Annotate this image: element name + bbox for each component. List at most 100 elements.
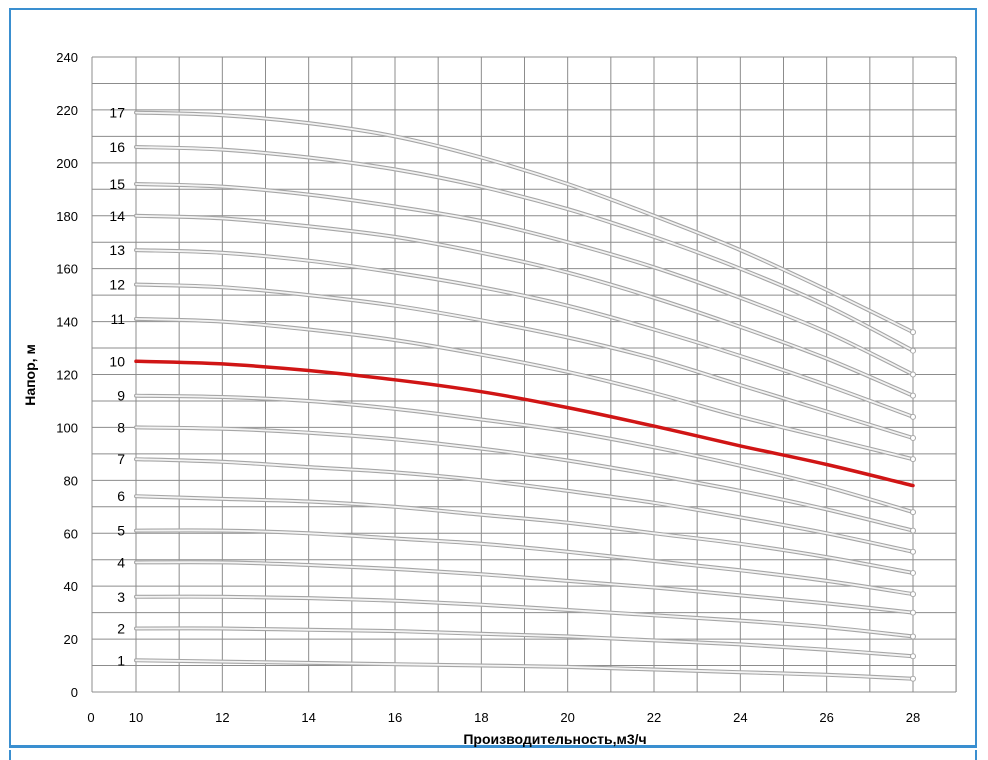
series-10	[134, 359, 915, 488]
stage-label-2: 2	[117, 621, 125, 637]
series-7	[134, 457, 916, 555]
stage-label-7: 7	[117, 451, 125, 467]
series-line-4	[135, 561, 914, 614]
series-end-point-16	[910, 347, 916, 354]
stage-label-15: 15	[109, 176, 125, 192]
bottom-strip	[9, 750, 977, 760]
series-16	[134, 145, 916, 354]
series-line-3	[135, 595, 914, 638]
grid	[91, 56, 957, 693]
stage-label-3: 3	[117, 589, 125, 605]
y-tick-label: 160	[56, 262, 78, 277]
series-end-point-12	[910, 435, 916, 441]
y-tick-label: 60	[64, 526, 78, 541]
series-end-point-1	[910, 675, 916, 682]
x-tick-label: 28	[906, 710, 920, 725]
series-11	[134, 316, 916, 463]
series-line-9	[135, 394, 914, 513]
stage-label-5: 5	[117, 523, 125, 539]
y-tick-label: 40	[64, 579, 78, 594]
series-line-14	[135, 214, 914, 397]
x-tick-label: 22	[647, 710, 661, 725]
x-axis-ticks: 10 12 14 16 18 20 22 24 26 28	[129, 710, 920, 725]
series-line-15	[135, 183, 914, 376]
series-line-16	[135, 146, 914, 352]
series-end-point-3	[910, 633, 916, 640]
series-line-10	[134, 359, 915, 488]
series-end-point-2	[910, 653, 916, 660]
series-end-point-8	[910, 527, 916, 534]
series-5	[134, 528, 916, 598]
stage-label-8: 8	[117, 419, 125, 435]
x-tick-label: 12	[215, 710, 229, 725]
y-tick-label: 20	[64, 632, 78, 647]
series-end-point-17	[910, 329, 916, 336]
x-tick-label: 16	[388, 710, 402, 725]
x-tick-label: 18	[474, 710, 488, 725]
series-line-13	[135, 249, 914, 418]
series-2	[134, 626, 916, 660]
series-line-1	[135, 659, 914, 680]
series-end-point-5	[910, 591, 916, 598]
stage-label-10: 10	[109, 353, 125, 369]
series-13	[134, 248, 916, 420]
stage-label-4: 4	[117, 554, 125, 570]
y-tick-label: 0	[71, 685, 78, 700]
series-6	[134, 494, 916, 576]
series-end-point-11	[910, 456, 916, 463]
chart-frame	[9, 8, 977, 748]
x-tick-label: 24	[733, 710, 747, 725]
series-end-point-13	[910, 413, 916, 420]
series-end-point-6	[910, 569, 916, 576]
series-line-2	[135, 627, 914, 658]
series-14	[134, 213, 916, 399]
series-end-point-7	[910, 548, 916, 555]
series-end-point-15	[910, 371, 916, 378]
series-1	[134, 658, 916, 682]
series-end-point-4	[910, 609, 916, 616]
stage-label-13: 13	[109, 242, 125, 258]
x-origin-label: 0	[87, 710, 94, 725]
x-tick-label: 20	[560, 710, 574, 725]
series-end-point-14	[910, 392, 916, 399]
y-tick-label: 200	[56, 156, 78, 171]
stage-label-9: 9	[117, 388, 125, 404]
series-end-point-9	[910, 509, 916, 516]
stage-label-6: 6	[117, 488, 125, 504]
series-layer	[134, 110, 916, 682]
x-tick-label: 26	[819, 710, 833, 725]
series-4	[134, 560, 916, 616]
stage-label-11: 11	[110, 311, 125, 327]
series-line-5	[135, 529, 914, 595]
y-tick-label: 100	[56, 420, 78, 435]
y-tick-label: 180	[56, 209, 78, 224]
x-tick-label: 10	[129, 710, 143, 725]
series-line-7	[135, 458, 914, 553]
series-line-12	[135, 283, 914, 439]
stage-label-1: 1	[117, 652, 125, 668]
y-tick-label: 120	[56, 368, 78, 383]
stage-label-14: 14	[109, 208, 125, 224]
series-15	[134, 182, 916, 378]
series-8	[134, 425, 916, 534]
series-12	[134, 282, 916, 441]
stage-label-12: 12	[109, 277, 125, 293]
y-tick-label: 220	[56, 103, 78, 118]
series-line-8	[135, 426, 914, 532]
y-tick-label: 80	[64, 473, 78, 488]
series-17	[134, 110, 916, 336]
stage-label-16: 16	[109, 139, 125, 155]
series-line-11	[135, 318, 914, 461]
series-line-17	[135, 111, 914, 334]
series-line-6	[135, 495, 914, 574]
series-3	[134, 594, 916, 640]
y-axis-ticks: 0 20 40 60 80 100 120 140 160 180 200 220 240	[56, 50, 78, 700]
stage-label-17: 17	[109, 105, 125, 121]
x-tick-label: 14	[301, 710, 315, 725]
series-9	[134, 393, 916, 516]
y-tick-label: 140	[56, 315, 78, 330]
y-axis-title: Напор, м	[22, 344, 38, 406]
y-tick-label: 240	[56, 50, 78, 65]
